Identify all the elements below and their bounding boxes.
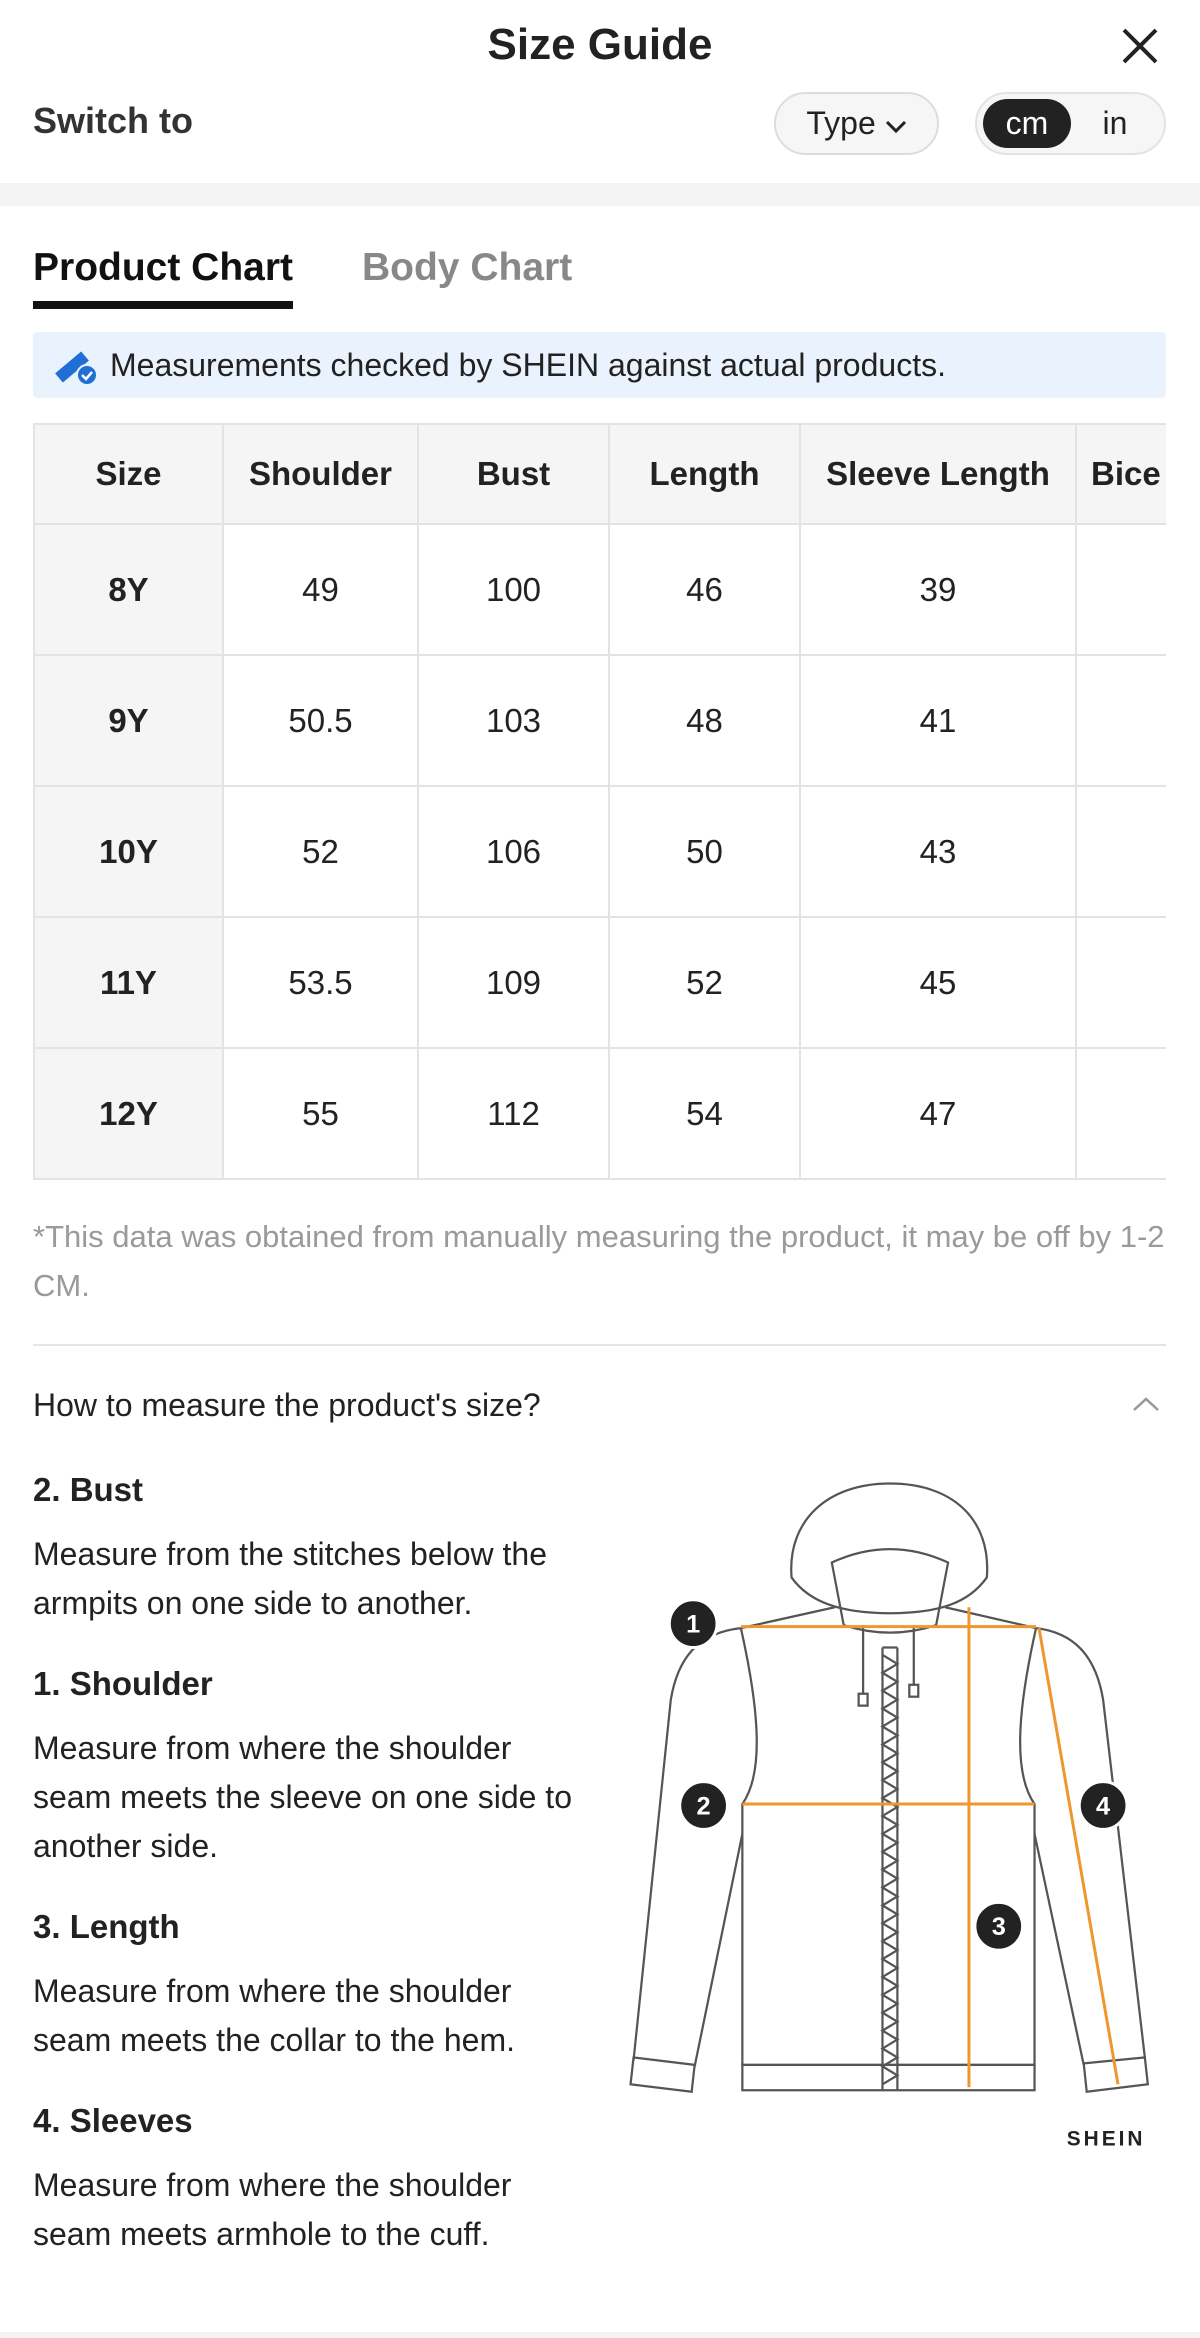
tab-underline — [33, 301, 293, 309]
unit-option[interactable]: cm — [983, 99, 1071, 148]
measure-item: 2. Bust Measure from the stitches below t… — [33, 1465, 578, 1628]
measure-text: Measure from where the shoulder seam mee… — [33, 1973, 515, 2058]
measure-text: Measure from the stitches below the armp… — [33, 1536, 548, 1621]
measure-cell: 50.5 — [222, 654, 419, 787]
close-button[interactable] — [1120, 26, 1160, 66]
measure-title: 3. Length — [33, 1908, 180, 1945]
measure-cell: 53.5 — [222, 916, 419, 1049]
size-cell: 9Y — [33, 654, 224, 787]
measure-items: 2. Bust Measure from the stitches below t… — [33, 1465, 578, 2290]
marker-number: 2 — [697, 1792, 711, 1820]
divider — [33, 1344, 1166, 1346]
measure-text: Measure from where the shoulder seam mee… — [33, 1730, 572, 1864]
measure-text: Measure from where the shoulder seam mee… — [33, 2167, 512, 2252]
measure-cell: 45 — [799, 916, 1077, 1049]
notice-text: Measurements checked by SHEIN against ac… — [110, 347, 946, 383]
measure-title: 1. Shoulder — [33, 1665, 213, 1702]
size-row: 8Y 49 100 46 39 — [33, 523, 1166, 656]
brand-logo: SHEIN — [1067, 2127, 1146, 2150]
measure-cell: 39 — [799, 523, 1077, 656]
column-header: Shoulder — [222, 423, 419, 525]
size-row: 9Y 50.5 103 48 41 — [33, 654, 1166, 787]
marker-circle — [678, 1780, 729, 1831]
size-table: Size Shoulder Bust Length Sleeve Length Bice 8… — [33, 423, 1166, 1180]
measure-item: 1. Shoulder Measure from where the should… — [33, 1659, 578, 1871]
measure-cell: 46 — [608, 523, 801, 656]
header-row: Size Shoulder Bust Length Sleeve Length Bice — [33, 423, 1166, 525]
notice-icon — [55, 351, 98, 386]
footnote: *This data was obtained from manually me… — [33, 1219, 1165, 1303]
unit-toggle: cm in — [975, 92, 1166, 155]
measure-cell: 100 — [417, 523, 610, 656]
size-cell: 10Y — [33, 785, 224, 918]
size-cell: 11Y — [33, 916, 224, 1049]
measure-cell: 52 — [608, 916, 801, 1049]
tab[interactable]: Body Chart — [362, 246, 573, 289]
measure-cell: 55 — [222, 1047, 419, 1180]
tab[interactable]: Product Chart — [33, 246, 294, 289]
clipped-cell — [1075, 916, 1166, 1049]
page-title: Size Guide — [487, 20, 713, 69]
accordion-title[interactable]: How to measure the product's size? — [33, 1387, 541, 1423]
collapse-icon[interactable] — [1132, 1396, 1160, 1412]
marker-number: 4 — [1096, 1792, 1110, 1820]
separator — [0, 183, 1200, 206]
column-header: Bust — [417, 423, 610, 525]
measure-cell: 112 — [417, 1047, 610, 1180]
measure-item: 4. Sleeves Measure from where the shoulde… — [33, 2096, 578, 2259]
notice: Measurements checked by SHEIN against ac… — [33, 332, 1166, 398]
measure-cell: 54 — [608, 1047, 801, 1180]
measure-title: 2. Bust — [33, 1471, 144, 1508]
type-label: Type — [806, 105, 876, 141]
marker-number: 3 — [992, 1913, 1006, 1941]
measure-cell: 41 — [799, 654, 1077, 787]
bottom-bar — [0, 2332, 1200, 2338]
size-row: 10Y 52 106 50 43 — [33, 785, 1166, 918]
column-header: Length — [608, 423, 801, 525]
measure-cell: 103 — [417, 654, 610, 787]
size-cell: 8Y — [33, 523, 224, 656]
measure-cell: 48 — [608, 654, 801, 787]
chevron — [885, 120, 906, 134]
size-row: 12Y 55 112 54 47 — [33, 1047, 1166, 1180]
clipped-cell — [1075, 785, 1166, 918]
marker-number: 1 — [686, 1611, 700, 1639]
measure-item: 3. Length Measure from where the shoulder… — [33, 1902, 578, 2065]
marker-circle — [973, 1900, 1025, 1952]
measure-cell: 50 — [608, 785, 801, 918]
column-header: Size — [33, 423, 224, 525]
measure-cell: 106 — [417, 785, 610, 918]
clipped-cell — [1075, 523, 1166, 656]
unit-option[interactable]: in — [1102, 105, 1128, 141]
clipped-cell — [1075, 1047, 1166, 1180]
size-cell: 12Y — [33, 1047, 224, 1180]
measure-cell: 49 — [222, 523, 419, 656]
marker-circle — [667, 1598, 719, 1649]
measure-cell: 52 — [222, 785, 419, 918]
measure-cell: 47 — [799, 1047, 1077, 1180]
clipped-cell — [1075, 654, 1166, 787]
switch-label: Switch to — [33, 100, 193, 141]
marker-circle — [1077, 1780, 1129, 1831]
column-header: Sleeve Length — [799, 423, 1077, 525]
size-row: 11Y 53.5 109 52 45 — [33, 916, 1166, 1049]
type-button[interactable]: Type — [774, 92, 939, 155]
column-header: Bice — [1075, 423, 1166, 525]
measure-cell: 109 — [417, 916, 610, 1049]
measure-cell: 43 — [799, 785, 1077, 918]
measure-title: 4. Sleeves — [33, 2102, 193, 2139]
size-table-container: Size Shoulder Bust Length Sleeve Length Bice 8… — [33, 423, 1166, 1180]
